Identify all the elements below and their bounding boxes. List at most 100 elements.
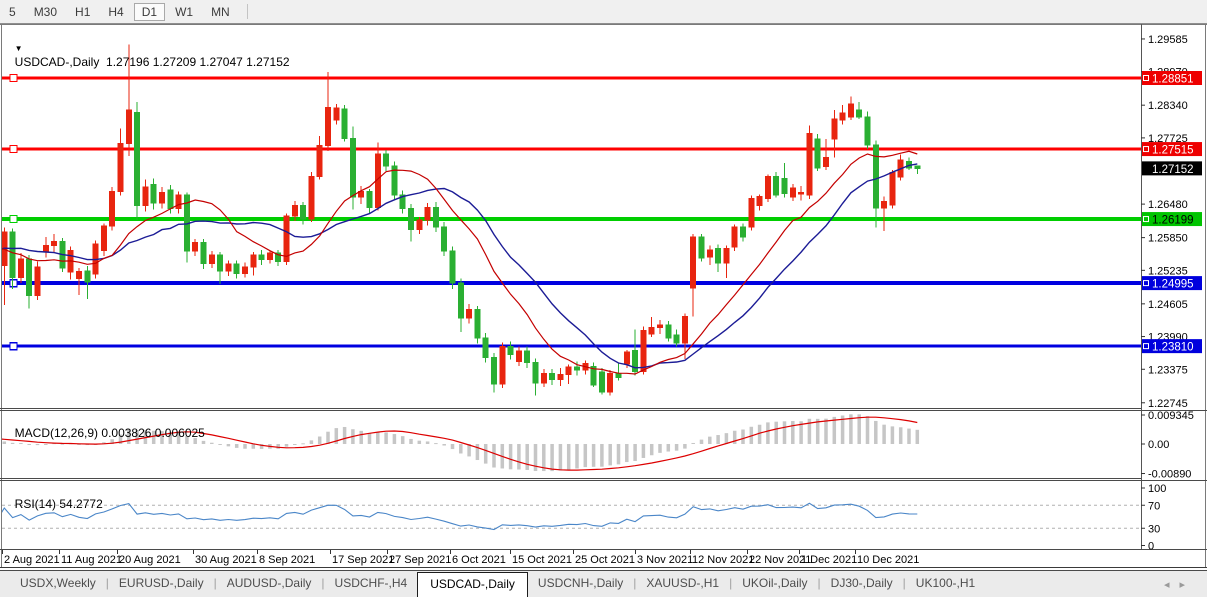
tab-audusd-daily[interactable]: AUDUSD-,Daily (226, 576, 312, 590)
line-handle (9, 341, 18, 351)
price-tick-label: 1.24605 (1148, 299, 1188, 311)
price-badge-label: 1.23810 (1152, 342, 1194, 354)
tab-ukoil-daily[interactable]: UKOil-,Daily (742, 576, 808, 590)
time-tick-label: 2 Aug 2021 (4, 554, 60, 566)
timeframe-m30[interactable]: M30 (33, 4, 58, 19)
symbol-name: USDCAD-,Daily (14, 55, 100, 69)
badge-handle (1143, 75, 1149, 81)
macd-signal-line (2, 416, 918, 471)
tab-separator: | (902, 576, 906, 590)
time-tick-label: 8 Sep 2021 (259, 554, 315, 566)
macd-tick-label: 0.009345 (1148, 410, 1194, 422)
tab-usdcnh-daily[interactable]: USDCNH-,Daily (537, 576, 624, 590)
time-tick-label: 30 Aug 2021 (195, 554, 257, 566)
price-tick-label: 1.25850 (1148, 233, 1188, 245)
macd-signal-value: 0.006025 (154, 426, 205, 440)
price-axis[interactable]: 1.295851.289701.283401.277251.264801.258… (1141, 34, 1202, 410)
tab-separator: | (321, 576, 325, 590)
time-tick-label: 17 Sep 2021 (332, 554, 394, 566)
line-handle (9, 144, 18, 154)
price-tick-label: 1.25235 (1148, 265, 1188, 277)
candles-layer (2, 44, 921, 396)
timeframe-h4[interactable]: H4 (108, 4, 124, 19)
price-tick-label: 1.29585 (1148, 34, 1188, 46)
line-handle (9, 214, 18, 224)
price-tick-label: 1.22745 (1148, 398, 1188, 410)
chart-title: ▼ USDCAD-,Daily 1.27196 1.27209 1.27047 … (8, 27, 290, 69)
rsi-line (2, 502, 918, 531)
symbol-tabbar: USDX,Weekly | EURUSD-,Daily | AUDUSD-,Daily |… (0, 570, 1207, 597)
time-tick-label: 1 Dec 2021 (801, 554, 857, 566)
time-tick-label: 22 Nov 2021 (749, 554, 811, 566)
rsi-label: RSI(14) 54.2772 (8, 483, 103, 511)
time-tick-label: 15 Oct 2021 (512, 554, 572, 566)
macd-value: 0.003826 (101, 426, 152, 440)
price-badge (1142, 161, 1202, 176)
macd-label: MACD(12,26,9) 0.003826 0.006025 (8, 412, 205, 440)
tab-uk100-h1[interactable]: UK100-,H1 (915, 576, 976, 590)
timeframe-5[interactable]: 5 (9, 4, 16, 19)
tab-separator: | (817, 576, 821, 590)
time-tick-label: 12 Nov 2021 (692, 554, 754, 566)
ohlc-values: 1.27196 1.27209 1.27047 1.27152 (106, 55, 290, 69)
tab-usdx-weekly[interactable]: USDX,Weekly (20, 576, 96, 590)
tab-separator: | (633, 576, 637, 590)
tab-xauusd-h1[interactable]: XAUUSD-,H1 (646, 576, 720, 590)
toolbar-separator (246, 4, 248, 19)
time-tick-label: 27 Sep 2021 (389, 554, 451, 566)
price-badge (1142, 212, 1202, 227)
horizontal-lines[interactable] (2, 73, 1141, 351)
tab-separator: | (105, 576, 109, 590)
macd-tick-label: -0.00890 (1148, 469, 1191, 481)
time-tick-label: 6 Oct 2021 (452, 554, 506, 566)
timeframe-toolbar: 5 M30 H1 H4 D1 W1 MN (0, 0, 1207, 24)
timeframe-d1[interactable]: D1 (133, 2, 166, 21)
macd-tick-label: 0.00 (1148, 439, 1169, 451)
time-tick-label: 20 Aug 2021 (119, 554, 181, 566)
rsi-tick-label: 30 (1148, 523, 1160, 535)
collapse-indicator-icon[interactable]: ▼ (14, 44, 23, 53)
tab-usdchf-h4[interactable]: USDCHF-,H4 (334, 576, 408, 590)
moving-averages (2, 150, 918, 375)
time-tick-label: 3 Nov 2021 (637, 554, 693, 566)
badge-handle (1143, 280, 1149, 287)
rsi-tick-label: 70 (1148, 500, 1160, 512)
price-badge-label: 1.26199 (1152, 215, 1194, 227)
price-tick-label: 1.28340 (1148, 100, 1188, 112)
tab-separator: | (213, 576, 217, 590)
tab-usdcad-daily[interactable]: USDCAD-,Daily (417, 572, 528, 597)
price-badge (1142, 142, 1202, 157)
price-tick-label: 1.23375 (1148, 364, 1188, 376)
rsi-tick-label: 0 (1148, 541, 1154, 553)
price-badge-label: 1.27515 (1152, 145, 1194, 157)
price-tick-label: 1.27725 (1148, 133, 1188, 145)
rsi-name: RSI(14) (14, 497, 57, 511)
tab-scroll-arrows-icon[interactable]: ◂▸ (1163, 578, 1195, 591)
macd-name: MACD(12,26,9) (14, 426, 99, 440)
price-badge (1142, 339, 1202, 354)
macd-pane (2, 414, 920, 472)
tab-dj30-daily[interactable]: DJ30-,Daily (830, 576, 893, 590)
pane-borders (0, 24, 1207, 568)
price-badge-label: 1.27152 (1152, 164, 1194, 176)
badge-handle (1143, 146, 1149, 153)
price-badge-label: 1.28851 (1152, 74, 1194, 86)
line-handle (9, 73, 18, 83)
time-tick-label: 10 Dec 2021 (857, 554, 919, 566)
price-tick-label: 1.26480 (1148, 199, 1188, 211)
price-badge-label: 1.24995 (1152, 279, 1194, 291)
rsi-value: 54.2772 (59, 497, 103, 511)
ma-fast-line (2, 150, 918, 375)
time-tick-label: 11 Aug 2021 (61, 554, 122, 566)
timeframe-mn[interactable]: MN (211, 4, 230, 19)
timeframe-w1[interactable]: W1 (175, 4, 194, 19)
timeframe-h1[interactable]: H1 (75, 4, 91, 19)
rsi-tick-label: 100 (1148, 483, 1166, 495)
tab-eurusd-daily[interactable]: EURUSD-,Daily (118, 576, 204, 590)
badge-handle (1143, 343, 1149, 350)
price-badge (1142, 276, 1202, 291)
rsi-pane (2, 502, 1141, 531)
indicator-axes: 0.009345 0.00 -0.00890 100 70 30 0 (1141, 410, 1194, 553)
